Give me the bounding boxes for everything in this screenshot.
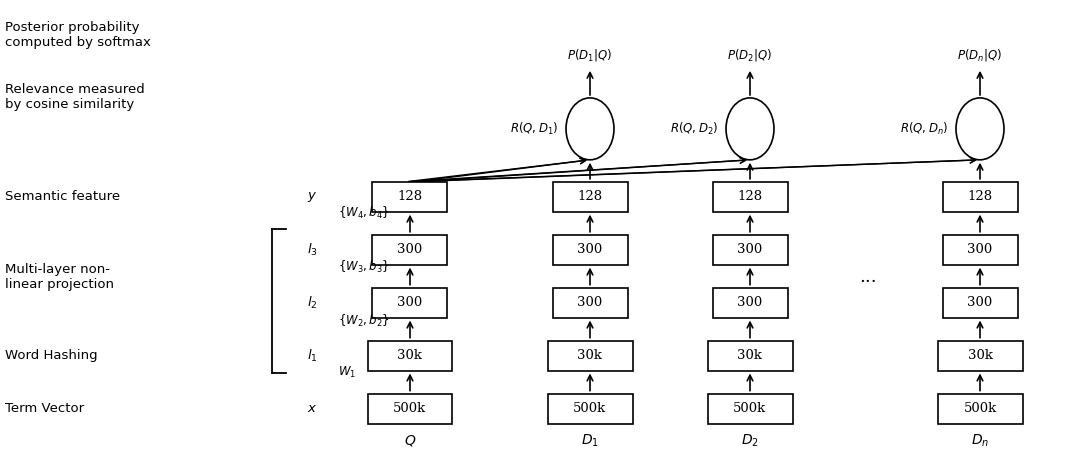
Text: 500k: 500k	[963, 402, 997, 415]
Ellipse shape	[726, 98, 774, 160]
Text: $\{W_2,b_2\}$: $\{W_2,b_2\}$	[338, 313, 390, 329]
Text: $l_3$: $l_3$	[307, 242, 318, 258]
Text: $R(Q, D_n)$: $R(Q, D_n)$	[900, 121, 948, 137]
Text: $Q$: $Q$	[404, 433, 416, 448]
Text: 30k: 30k	[578, 349, 603, 362]
Text: $l_2$: $l_2$	[307, 295, 318, 311]
Text: 300: 300	[968, 243, 993, 256]
FancyBboxPatch shape	[373, 235, 447, 265]
Text: 300: 300	[578, 296, 603, 309]
Text: Relevance measured
by cosine similarity: Relevance measured by cosine similarity	[5, 83, 145, 111]
FancyBboxPatch shape	[713, 288, 787, 318]
Text: $P(D_n|Q)$: $P(D_n|Q)$	[958, 47, 1002, 63]
Text: $l_1$: $l_1$	[307, 348, 318, 364]
FancyBboxPatch shape	[713, 182, 787, 212]
FancyBboxPatch shape	[548, 394, 633, 423]
Text: $W_1$: $W_1$	[338, 365, 356, 380]
Text: 500k: 500k	[733, 402, 767, 415]
Text: 30k: 30k	[738, 349, 762, 362]
Text: Word Hashing: Word Hashing	[5, 349, 97, 362]
FancyBboxPatch shape	[943, 182, 1017, 212]
Text: Semantic feature: Semantic feature	[5, 190, 120, 203]
Text: ...: ...	[860, 268, 877, 285]
FancyBboxPatch shape	[373, 182, 447, 212]
FancyBboxPatch shape	[707, 394, 793, 423]
Text: 128: 128	[397, 190, 422, 203]
Text: 500k: 500k	[393, 402, 427, 415]
Text: 300: 300	[968, 296, 993, 309]
FancyBboxPatch shape	[943, 235, 1017, 265]
Text: $\{W_4,b_4\}$: $\{W_4,b_4\}$	[338, 205, 390, 221]
Text: $\{W_3,b_3\}$: $\{W_3,b_3\}$	[338, 259, 390, 275]
Text: 300: 300	[397, 296, 422, 309]
Text: $D_n$: $D_n$	[971, 433, 989, 449]
FancyBboxPatch shape	[937, 341, 1023, 371]
FancyBboxPatch shape	[373, 288, 447, 318]
Text: 30k: 30k	[397, 349, 422, 362]
FancyBboxPatch shape	[553, 288, 627, 318]
Text: 128: 128	[578, 190, 603, 203]
FancyBboxPatch shape	[937, 394, 1023, 423]
Text: 128: 128	[738, 190, 762, 203]
Text: $x$: $x$	[307, 402, 318, 415]
Ellipse shape	[566, 98, 615, 160]
Text: $D_1$: $D_1$	[581, 433, 599, 449]
Ellipse shape	[956, 98, 1004, 160]
FancyBboxPatch shape	[943, 288, 1017, 318]
FancyBboxPatch shape	[367, 394, 453, 423]
Text: Multi-layer non-
linear projection: Multi-layer non- linear projection	[5, 262, 114, 291]
FancyBboxPatch shape	[707, 341, 793, 371]
Text: 300: 300	[738, 243, 762, 256]
FancyBboxPatch shape	[553, 235, 627, 265]
Text: $R(Q, D_2)$: $R(Q, D_2)$	[670, 121, 718, 137]
FancyBboxPatch shape	[548, 341, 633, 371]
Text: 300: 300	[397, 243, 422, 256]
FancyBboxPatch shape	[713, 235, 787, 265]
Text: Term Vector: Term Vector	[5, 402, 84, 415]
Text: $R(Q, D_1)$: $R(Q, D_1)$	[510, 121, 558, 137]
Text: 128: 128	[968, 190, 993, 203]
Text: $D_2$: $D_2$	[741, 433, 759, 449]
Text: $P(D_1|Q)$: $P(D_1|Q)$	[567, 47, 612, 63]
FancyBboxPatch shape	[367, 341, 453, 371]
Text: 300: 300	[578, 243, 603, 256]
Text: 500k: 500k	[573, 402, 607, 415]
FancyBboxPatch shape	[553, 182, 627, 212]
Text: $y$: $y$	[307, 190, 318, 204]
Text: Posterior probability
computed by softmax: Posterior probability computed by softma…	[5, 21, 151, 49]
Text: 300: 300	[738, 296, 762, 309]
Text: 30k: 30k	[968, 349, 993, 362]
Text: $P(D_2|Q)$: $P(D_2|Q)$	[728, 47, 772, 63]
